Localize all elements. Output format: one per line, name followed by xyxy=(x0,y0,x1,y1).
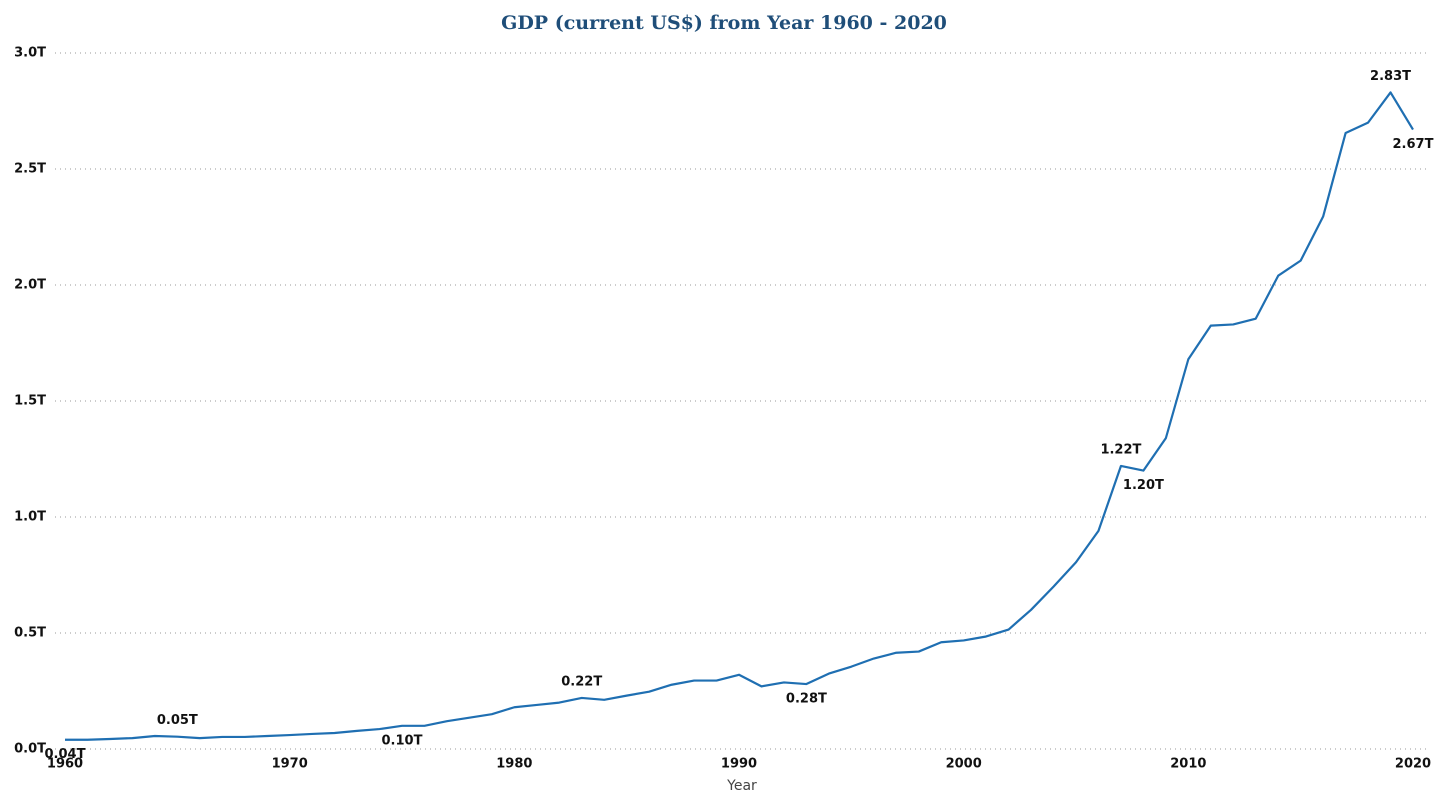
x-tick-label: 1980 xyxy=(496,757,532,772)
data-line xyxy=(65,91,1414,741)
data-label: 0.22T xyxy=(561,674,602,689)
data-label: 0.04T xyxy=(45,747,86,762)
y-tick-label: 2.5T xyxy=(14,162,46,177)
y-tick-label: 3.0T xyxy=(14,46,46,61)
x-axis-label: Year xyxy=(726,778,757,794)
y-tick-label: 2.0T xyxy=(14,278,46,293)
chart-title: GDP (current US$) from Year 1960 - 2020 xyxy=(501,12,947,34)
y-tick-label: 0.5T xyxy=(14,626,46,641)
data-label: 0.28T xyxy=(786,692,827,707)
x-tick-label: 1990 xyxy=(721,757,757,772)
y-tick-label: 1.5T xyxy=(14,394,46,409)
data-label: 0.10T xyxy=(382,733,423,748)
x-tick-label: 2020 xyxy=(1395,757,1431,772)
data-label: 2.83T xyxy=(1370,69,1411,84)
x-tick-label: 1960 xyxy=(47,757,83,772)
x-tick-label: 2010 xyxy=(1170,757,1206,772)
x-tick-label: 2000 xyxy=(946,757,982,772)
data-label: 0.05T xyxy=(157,713,198,728)
y-tick-label: 0.0T xyxy=(14,742,46,757)
data-label: 2.67T xyxy=(1393,137,1434,152)
data-label: 1.22T xyxy=(1100,442,1141,457)
y-tick-label: 1.0T xyxy=(14,510,46,525)
data-label: 1.20T xyxy=(1123,478,1164,493)
x-tick-label: 1970 xyxy=(272,757,308,772)
